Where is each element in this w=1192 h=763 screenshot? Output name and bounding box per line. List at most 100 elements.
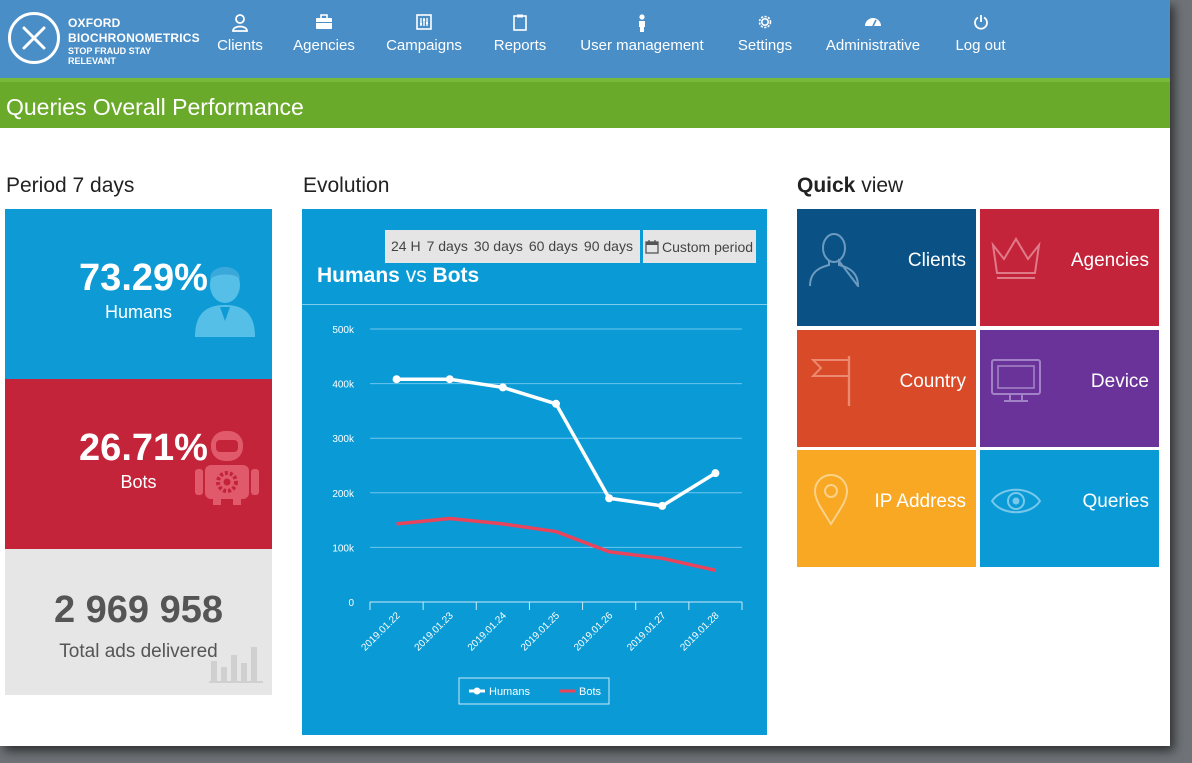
nav-clients[interactable]: Clients — [215, 14, 265, 64]
x-tick-label: 2019.01.27 — [625, 610, 668, 653]
data-point-humans — [498, 383, 507, 392]
custom-period-button[interactable]: Custom period — [642, 230, 757, 263]
logo-x-icon — [8, 12, 60, 64]
quickview-title-rest: view — [855, 174, 904, 197]
data-point-humans — [711, 469, 720, 478]
map-pin-icon — [813, 474, 849, 526]
chart-title: Humans vs Bots — [317, 264, 479, 288]
chart-title-vs: vs — [399, 264, 433, 287]
page-title-bar: Queries Overall Performance — [0, 78, 1170, 128]
gear-icon — [736, 14, 794, 34]
x-tick-label: 2019.01.25 — [519, 610, 562, 653]
logo-tagline: STOP FRAUD STAY RELEVANT — [68, 46, 152, 66]
bar-chart-icon — [209, 647, 263, 683]
x-tick-label: 2019.01.26 — [572, 610, 615, 653]
bots-label: Bots — [120, 472, 157, 492]
y-tick-label: 200k — [332, 489, 355, 500]
nav-user-management[interactable]: User management — [576, 14, 708, 64]
quickview-title: Quick view — [797, 174, 903, 198]
nav-campaigns[interactable]: Campaigns — [384, 14, 464, 64]
x-tick-label: 2019.01.23 — [413, 610, 456, 653]
logo-line2: BIOCHRONOMETRICS — [68, 31, 200, 45]
data-point-humans — [552, 399, 560, 408]
data-point-humans — [445, 375, 454, 384]
range-90days-button[interactable]: 90 days — [583, 238, 633, 254]
person-icon — [576, 14, 708, 34]
nav-agencies[interactable]: Agencies — [292, 14, 356, 64]
nav-administrative-label: Administrative — [825, 37, 921, 54]
nav-reports-label: Reports — [493, 37, 547, 54]
logo[interactable]: OXFORD BIOCHRONOMETRICS STOP FRAUD STAY … — [8, 10, 200, 66]
briefcase-icon — [292, 14, 356, 34]
nav-user-management-label: User management — [580, 37, 704, 54]
nav-logout[interactable]: Log out — [953, 14, 1008, 64]
user-icon — [215, 14, 265, 34]
chart-title-bots: Bots — [432, 264, 480, 287]
quickview-tile-ip-address[interactable]: IP Address — [797, 450, 976, 567]
quickview-clients-label: Clients — [907, 250, 966, 271]
human-figure-icon — [195, 267, 255, 337]
nav-campaigns-label: Campaigns — [386, 37, 462, 54]
quickview-device-label: Device — [1090, 371, 1149, 392]
nav-logout-label: Log out — [955, 37, 1006, 54]
y-tick-label: 500k — [332, 325, 355, 336]
quickview-agencies-label: Agencies — [1070, 250, 1149, 271]
humans-percentage: 73.29% — [79, 257, 208, 299]
quickview-ip-address-label: IP Address — [874, 491, 966, 512]
data-point-humans — [392, 375, 401, 384]
quickview-tile-agencies[interactable]: Agencies — [980, 209, 1159, 326]
chart-title-humans: Humans — [317, 264, 400, 287]
period-title: Period 7 days — [6, 174, 135, 197]
total-ads-label: Total ads delivered — [59, 641, 218, 662]
page: OXFORD BIOCHRONOMETRICS STOP FRAUD STAY … — [0, 0, 1170, 746]
robot-icon — [195, 431, 259, 505]
y-tick-label: 400k — [332, 380, 355, 391]
monitor-icon — [991, 359, 1041, 402]
bots-stat-card[interactable]: 26.71% Bots — [5, 379, 272, 549]
range-7days-button[interactable]: 7 days — [426, 238, 468, 254]
quickview-country-label: Country — [899, 371, 966, 392]
range-30days-button[interactable]: 30 days — [473, 238, 523, 254]
user-outline-icon — [809, 233, 860, 287]
total-ads-card[interactable]: 2 969 958 Total ads delivered — [5, 549, 272, 695]
nav-settings[interactable]: Settings — [736, 14, 794, 64]
series-line-bots — [396, 516, 716, 573]
legend-marker — [473, 687, 481, 695]
eye-icon — [990, 488, 1042, 514]
top-navbar: OXFORD BIOCHRONOMETRICS STOP FRAUD STAY … — [0, 0, 1170, 78]
quickview-tile-clients[interactable]: Clients — [797, 209, 976, 326]
data-point-humans — [605, 494, 614, 503]
x-tick-label: 2019.01.28 — [678, 610, 721, 653]
legend-box — [458, 677, 610, 705]
nav-settings-label: Settings — [737, 37, 793, 54]
quickview-tile-country[interactable]: Country — [797, 330, 976, 447]
x-tick-label: 2019.01.22 — [360, 610, 403, 653]
x-tick-label: 2019.01.24 — [466, 610, 509, 653]
evolution-chart-panel: 0 100k 200k 300k 400k 500k 2019.01.22 2019.01.2… — [302, 209, 767, 735]
legend-label-humans: Humans — [489, 686, 530, 698]
nav-administrative[interactable]: Administrative — [821, 14, 925, 64]
page-title: Queries Overall Performance — [6, 94, 304, 120]
quickview-tile-queries[interactable]: Queries — [980, 450, 1159, 567]
dashboard-icon — [821, 14, 925, 34]
y-tick-label: 0 — [348, 598, 354, 609]
y-tick-label: 100k — [332, 543, 355, 554]
quickview-tile-device[interactable]: Device — [980, 330, 1159, 447]
calendar-icon — [645, 239, 659, 254]
humans-stat-card[interactable]: 73.29% Humans — [5, 209, 272, 379]
chart-separator — [302, 304, 767, 305]
y-tick-label: 300k — [332, 434, 355, 445]
range-24h-button[interactable]: 24 H — [391, 238, 421, 254]
crown-icon — [991, 237, 1041, 279]
quickview-title-bold: Quick — [797, 174, 856, 197]
range-button-group: 24 H 7 days 30 days 60 days 90 days — [385, 230, 640, 263]
data-point-humans — [658, 501, 667, 510]
sliders-icon — [384, 14, 464, 34]
nav-agencies-label: Agencies — [293, 37, 355, 54]
clipboard-icon — [492, 14, 548, 34]
range-60days-button[interactable]: 60 days — [528, 238, 578, 254]
nav-reports[interactable]: Reports — [492, 14, 548, 64]
evolution-title: Evolution — [303, 174, 390, 197]
legend-label-bots: Bots — [579, 686, 602, 698]
